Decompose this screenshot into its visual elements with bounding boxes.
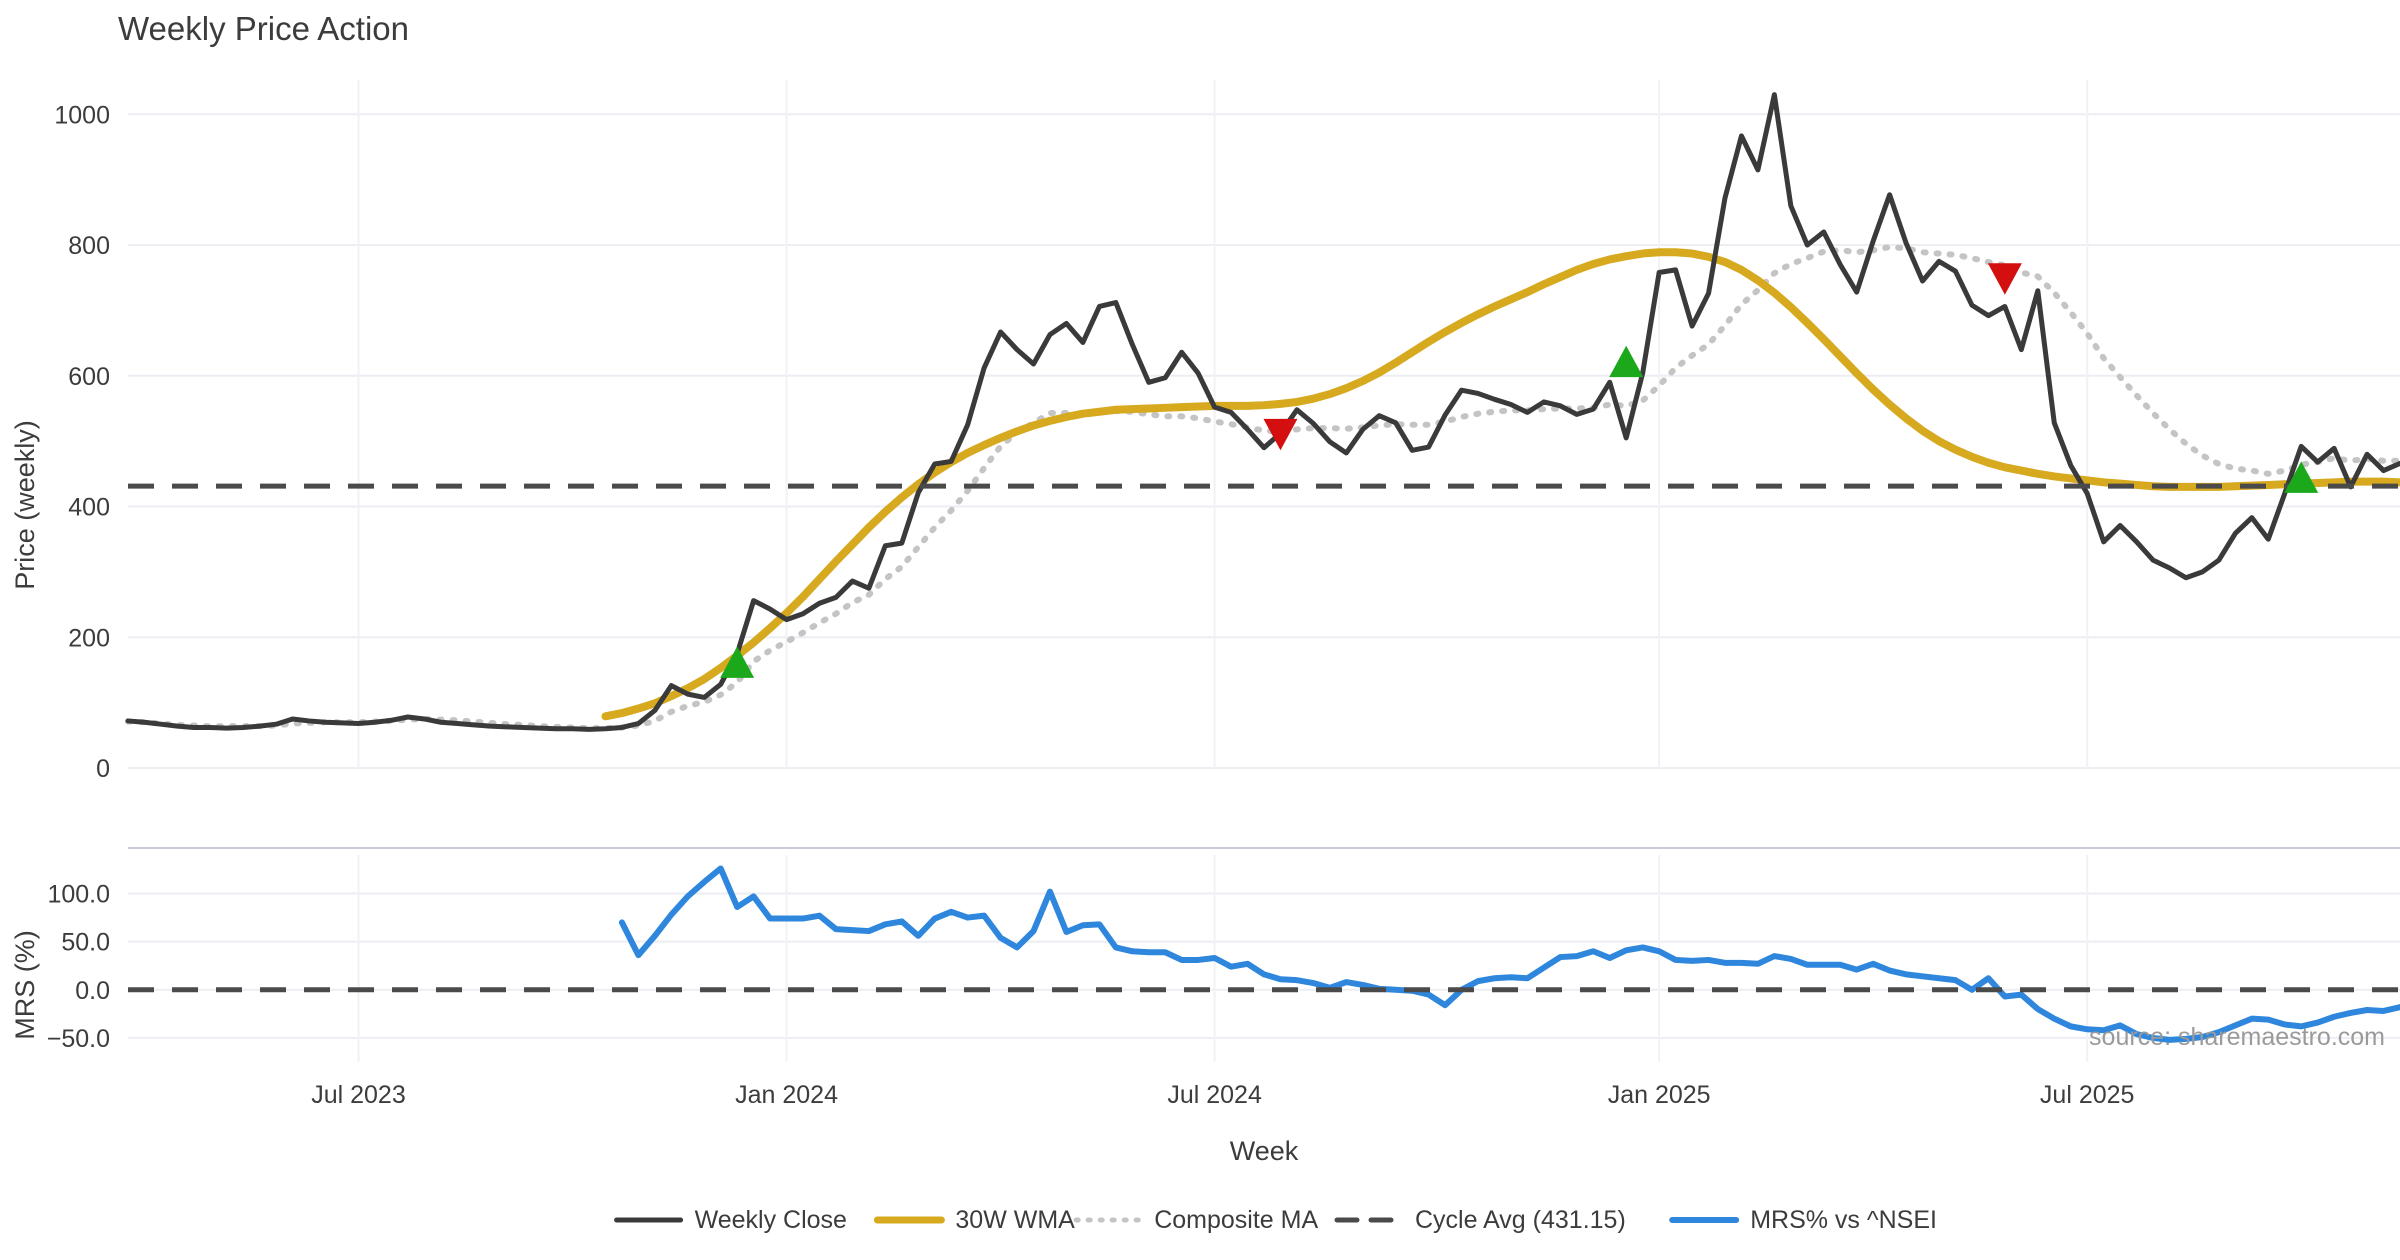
chart-legend: Weekly Close 30W WMA Composite MA Cycle Avg… [614, 1206, 1937, 1234]
price-ytick-label: 1000 [54, 101, 110, 129]
buy-signal-marker [2284, 461, 2319, 493]
price-ytick-label: 0 [96, 755, 110, 783]
legend-item-weekly-close[interactable]: Weekly Close [614, 1206, 847, 1234]
legend-label: 30W WMA [955, 1206, 1075, 1234]
price-ytick-label: 800 [68, 232, 110, 260]
mrs-y-axis-ticks: −50.0 0.0 50.0 100.0 [47, 881, 110, 1053]
legend-label: Composite MA [1154, 1206, 1318, 1234]
legend-item-composite-ma[interactable]: Composite MA [1073, 1206, 1318, 1234]
x-tick-label: Jan 2025 [1608, 1081, 1711, 1109]
price-ytick-label: 400 [68, 494, 110, 522]
x-tick-label: Jul 2025 [2040, 1081, 2135, 1109]
mrs-ytick-label: −50.0 [47, 1025, 110, 1053]
signal-markers-group [720, 263, 2319, 678]
source-watermark: source: sharemaestro.com [2089, 1023, 2385, 1051]
legend-label: Weekly Close [695, 1206, 847, 1234]
vertical-gridlines [357, 80, 2089, 1062]
sell-signal-marker [1263, 418, 1298, 451]
price-panel-gridlines [128, 113, 2400, 769]
buy-signal-marker [720, 646, 755, 678]
series-line-weekly-close [125, 92, 2400, 732]
mrs-ytick-label: 50.0 [61, 929, 110, 957]
mrs-axis-title: MRS (%) [10, 930, 40, 1040]
price-y-axis-ticks: 0 200 400 600 800 1000 [54, 101, 110, 783]
x-axis-ticks: Jul 2023 Jan 2024 Jul 2024 Jan 2025 Jul 2025 [311, 1081, 2134, 1109]
mrs-ytick-label: 100.0 [47, 881, 110, 909]
x-tick-label: Jan 2024 [735, 1081, 838, 1109]
price-axis-title: Price (weekly) [10, 420, 40, 590]
mrs-series-group [618, 865, 2400, 1043]
mrs-ytick-label: 0.0 [75, 977, 110, 1005]
buy-signal-marker [1609, 345, 1644, 378]
legend-item-cycle-avg-431-15[interactable]: Cycle Avg (431.15) [1334, 1206, 1626, 1234]
legend-item-30w-wma[interactable]: 30W WMA [873, 1206, 1075, 1234]
legend-label: MRS% vs ^NSEI [1750, 1206, 1937, 1234]
series-line-mrs [618, 865, 2400, 1043]
page-title: Weekly Price Action [118, 10, 409, 47]
x-tick-label: Jul 2023 [311, 1081, 406, 1109]
price-ytick-label: 600 [68, 363, 110, 391]
x-axis-title: Week [1230, 1136, 1299, 1166]
sell-signal-marker [1987, 263, 2022, 295]
legend-item-mrs-vs-nsei[interactable]: MRS% vs ^NSEI [1669, 1206, 1937, 1234]
legend-label: Cycle Avg (431.15) [1415, 1206, 1626, 1234]
x-tick-label: Jul 2024 [1167, 1081, 1262, 1109]
price-ytick-label: 200 [68, 624, 110, 652]
